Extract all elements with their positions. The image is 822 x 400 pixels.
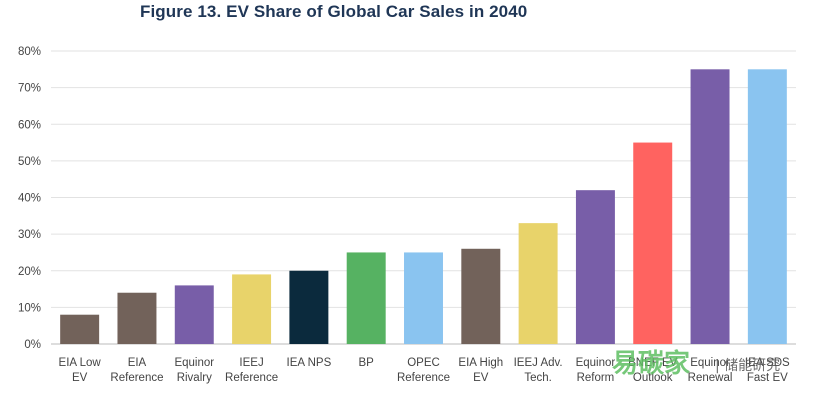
bar: [461, 248, 501, 344]
bar: [117, 292, 157, 344]
watermark-brand: 易碳家: [612, 348, 690, 379]
chart-title: Figure 13. EV Share of Global Car Sales …: [140, 2, 528, 21]
x-tick-label: Equinor Reform: [576, 357, 616, 384]
x-tick-label: BP: [359, 357, 375, 369]
bar: [174, 285, 214, 344]
bar: [633, 142, 673, 344]
bar: [346, 252, 386, 344]
bar: [518, 223, 558, 344]
watermark-logo: 易碳家 | 储能研究: [612, 348, 780, 379]
x-tick-label: OPEC Reference: [397, 357, 450, 384]
x-tick-label: BNEF EV Outlook: [628, 357, 678, 384]
bar: [690, 69, 730, 344]
x-tick-label: EIA High EV: [458, 357, 503, 384]
x-tick-label: EIA Reference: [110, 357, 163, 384]
y-tick-label: 50%: [18, 156, 41, 168]
x-tick-label: IEEJ Reference: [225, 357, 278, 384]
y-tick-label: 20%: [18, 266, 41, 278]
bar: [404, 252, 443, 344]
bar: [232, 274, 272, 344]
y-tick-label: 70%: [18, 83, 41, 95]
x-tick-label: Equinor Rivalry: [174, 357, 214, 384]
y-tick-label: 10%: [18, 302, 41, 314]
x-tick-label: IEA SDS Fast EV: [745, 357, 790, 384]
y-tick-label: 30%: [18, 229, 41, 241]
bar: [289, 270, 329, 344]
bar: [747, 69, 787, 344]
y-tick-label: 80%: [18, 46, 41, 58]
y-tick-label: 40%: [18, 193, 41, 205]
x-tick-label: IEA NPS: [287, 357, 332, 369]
x-tick-label: EIA Low EV: [59, 357, 102, 384]
y-tick-label: 0%: [24, 339, 41, 351]
x-tick-label: Equinor Renewal: [688, 357, 733, 384]
bar: [575, 190, 615, 344]
x-tick-label: IEEJ Adv. Tech.: [514, 357, 563, 384]
bar: [60, 314, 100, 344]
y-tick-label: 60%: [18, 119, 41, 131]
watermark-text: | 储能研究: [715, 358, 780, 374]
